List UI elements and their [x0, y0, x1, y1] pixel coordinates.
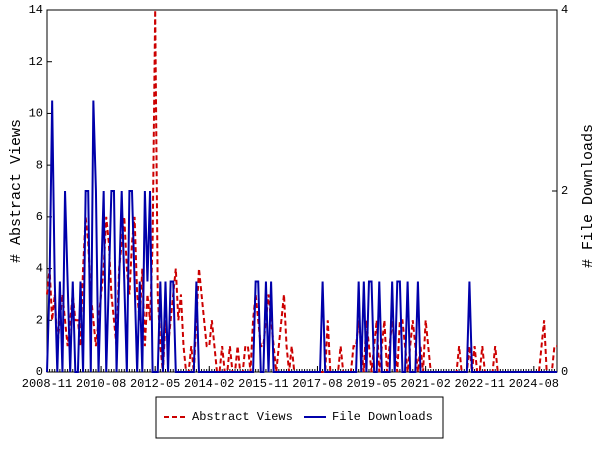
x-tick-label: 2024-08 [509, 377, 559, 391]
y2-tick-label: 0 [561, 365, 568, 379]
x-tick-label: 2017-08 [292, 377, 342, 391]
legend-label: File Downloads [332, 410, 433, 424]
x-tick-label: 2012-05 [130, 377, 180, 391]
y-tick-label: 14 [29, 3, 43, 17]
x-tick-label: 2008-11 [22, 377, 72, 391]
y-tick-label: 6 [36, 210, 43, 224]
x-tick-label: 2015-11 [238, 377, 288, 391]
y2-tick-label: 4 [561, 3, 568, 17]
series-line [46, 9, 557, 373]
y-axis-title: # Abstract Views [8, 119, 25, 263]
y-tick-label: 4 [36, 262, 43, 276]
series-line [46, 100, 557, 373]
legend [155, 396, 444, 439]
plot-frame [46, 9, 558, 373]
y-tick-label: 12 [29, 55, 43, 69]
legend-label: Abstract Views [192, 410, 293, 424]
y-tick-label: 0 [36, 365, 43, 379]
x-tick-label: 2021-02 [400, 377, 450, 391]
x-tick-label: 2010-08 [76, 377, 126, 391]
y2-axis-title: # File Downloads [580, 124, 597, 268]
x-tick-label: 2022-11 [455, 377, 505, 391]
y2-tick-label: 2 [561, 184, 568, 198]
y-tick-label: 8 [36, 158, 43, 172]
x-tick-label: 2014-02 [184, 377, 234, 391]
x-tick-label: 2019-05 [346, 377, 396, 391]
y-tick-label: 2 [36, 313, 43, 327]
y-tick-label: 10 [29, 107, 43, 121]
